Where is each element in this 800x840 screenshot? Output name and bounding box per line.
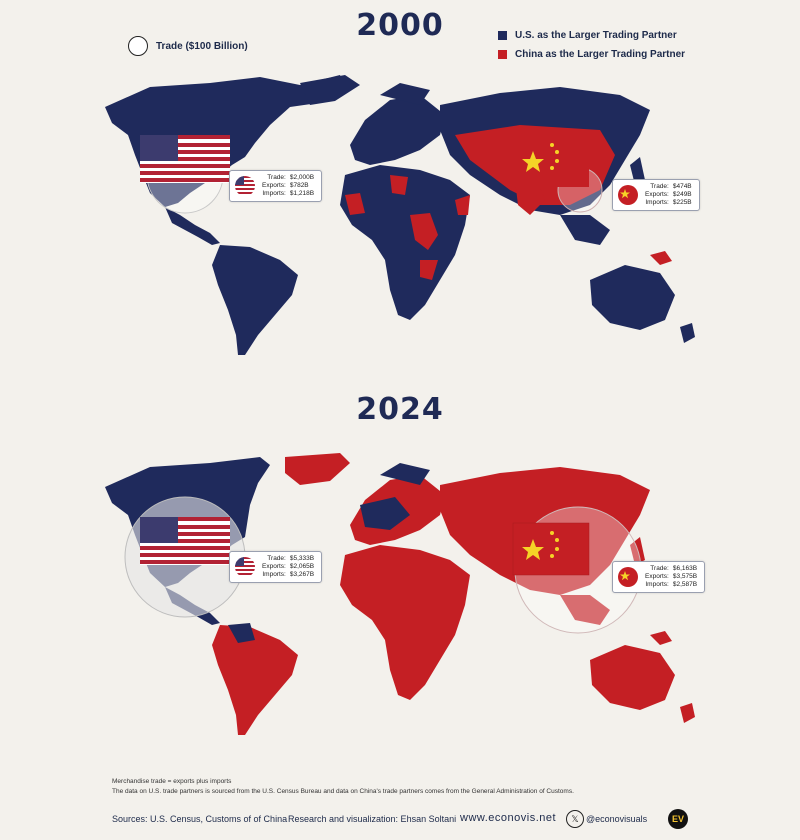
partner-legend: U.S. as the Larger Trading Partner China… (498, 30, 685, 68)
us-imports-2024: $3,267B (289, 571, 315, 578)
china-trade-2000: $474B (672, 183, 692, 190)
econovis-logo: EV (668, 809, 688, 829)
us-flag-2000 (140, 135, 230, 183)
us-flag-icon (235, 557, 255, 577)
world-map-2000 (105, 75, 695, 355)
year-title-2024: 2024 (356, 392, 444, 427)
china-trade-2024: $6,163B (672, 565, 698, 572)
europe-2024 (350, 463, 445, 545)
oceania-2024 (590, 631, 695, 723)
imports-label: Imports: (645, 199, 669, 206)
us-exports-2024: $2,065B (289, 563, 315, 570)
oceania-2000 (590, 251, 695, 343)
footer-sources: Sources: U.S. Census, Customs of of Chin… (112, 814, 288, 824)
china-imports-2024: $2,587B (672, 581, 698, 588)
china-flag-2000 (513, 135, 589, 187)
us-flag-icon (235, 176, 255, 196)
china-trade-infobox-2024: Trade: $6,163B Exports: $3,575B Imports: $2… (612, 561, 706, 593)
footer-website-link[interactable]: www.econovis.net (460, 812, 557, 824)
legend-us-label: U.S. as the Larger Trading Partner (515, 30, 677, 41)
africa-2000 (340, 165, 470, 320)
us-trade-infobox-2024: Trade: $5,333B Exports: $2,065B Imports: $3… (229, 551, 323, 583)
footer-handle-link[interactable]: @econovisuals (586, 814, 648, 824)
china-flag-2024 (512, 522, 590, 576)
legend-china-label: China as the Larger Trading Partner (515, 49, 686, 60)
exports-label: Exports: (645, 191, 669, 198)
china-exports-2000: $249B (672, 191, 692, 198)
greenland-2024 (285, 453, 350, 485)
trade-label: Trade: (267, 555, 286, 562)
legend-us: U.S. as the Larger Trading Partner (498, 30, 685, 41)
china-flag-icon (618, 567, 638, 587)
trade-label: Trade: (650, 183, 669, 190)
trade-label: Trade: (650, 565, 669, 572)
x-twitter-icon: 𝕏 (566, 810, 584, 828)
europe-2000 (350, 83, 445, 165)
south-america-2024 (212, 623, 298, 735)
us-trade-2024: $5,333B (289, 555, 315, 562)
exports-label: Exports: (262, 563, 286, 570)
us-imports-2000: $1,218B (289, 190, 315, 197)
trade-circle-icon (128, 36, 148, 56)
exports-label: Exports: (262, 182, 286, 189)
world-map-2024 (105, 453, 695, 735)
footer: Sources: U.S. Census, Customs of of Chin… (0, 809, 800, 830)
footnote-definition: Merchandise trade = exports plus imports (112, 778, 232, 785)
trade-size-legend: Trade ($100 Billion) (128, 36, 248, 56)
china-trade-infobox-2000: Trade: $474B Exports: $249B Imports: $225B (612, 179, 700, 211)
imports-label: Imports: (262, 571, 286, 578)
year-title-2000: 2000 (356, 8, 444, 43)
footer-research: Research and visualization: Ehsan Soltan… (288, 814, 457, 824)
china-imports-2000: $225B (672, 199, 692, 206)
us-trade-2000: $2,000B (289, 174, 315, 181)
south-america-2000 (212, 245, 298, 355)
africa-2024 (340, 545, 470, 700)
us-trade-infobox-2000: Trade: $2,000B Exports: $782B Imports: $1,2… (229, 170, 323, 202)
us-exports-2000: $782B (289, 182, 309, 189)
trade-size-legend-label: Trade ($100 Billion) (156, 40, 248, 52)
imports-label: Imports: (262, 190, 286, 197)
trade-label: Trade: (267, 174, 286, 181)
us-swatch (498, 31, 507, 40)
exports-label: Exports: (645, 573, 669, 580)
legend-china: China as the Larger Trading Partner (498, 49, 685, 60)
china-swatch (498, 50, 507, 59)
china-flag-icon (618, 185, 638, 205)
us-flag-2024 (140, 517, 230, 565)
china-exports-2024: $3,575B (672, 573, 698, 580)
footnote-data-source: The data on U.S. trade partners is sourc… (112, 788, 574, 795)
imports-label: Imports: (645, 581, 669, 588)
